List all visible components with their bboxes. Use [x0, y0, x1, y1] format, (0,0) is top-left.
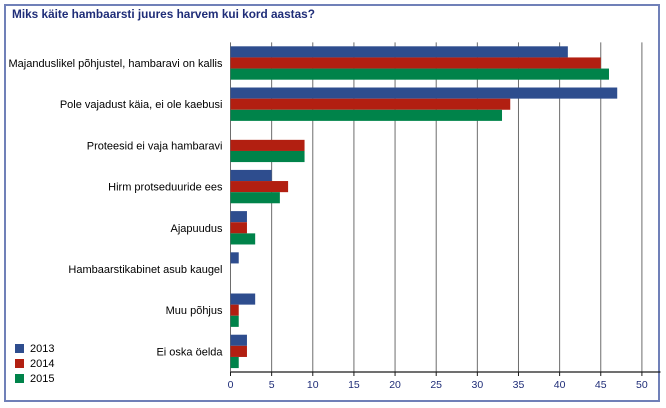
svg-text:20: 20 — [389, 379, 401, 391]
svg-text:Hambaarstikabinet asub kaugel: Hambaarstikabinet asub kaugel — [68, 264, 222, 276]
svg-text:50: 50 — [636, 379, 648, 391]
svg-text:Ei oska öelda: Ei oska öelda — [156, 346, 223, 358]
svg-text:25: 25 — [430, 379, 442, 391]
svg-text:30: 30 — [471, 379, 483, 391]
svg-text:45: 45 — [595, 379, 607, 391]
svg-text:Majanduslikel põhjustel, hamba: Majanduslikel põhjustel, hambaravi on ka… — [8, 58, 223, 70]
svg-text:Muu põhjus: Muu põhjus — [166, 305, 223, 317]
svg-text:Ajapuudus: Ajapuudus — [171, 223, 223, 235]
svg-text:Pole vajadust käia, ei ole kae: Pole vajadust käia, ei ole kaebusi — [60, 99, 223, 111]
svg-text:Hirm protseduuride ees: Hirm protseduuride ees — [108, 182, 223, 194]
svg-text:5: 5 — [269, 379, 275, 391]
svg-text:15: 15 — [348, 379, 360, 391]
svg-text:10: 10 — [307, 379, 319, 391]
svg-text:0: 0 — [228, 379, 234, 391]
svg-text:35: 35 — [513, 379, 525, 391]
svg-text:Proteesid ei vaja hambaravi: Proteesid ei vaja hambaravi — [87, 140, 223, 152]
svg-text:40: 40 — [554, 379, 566, 391]
